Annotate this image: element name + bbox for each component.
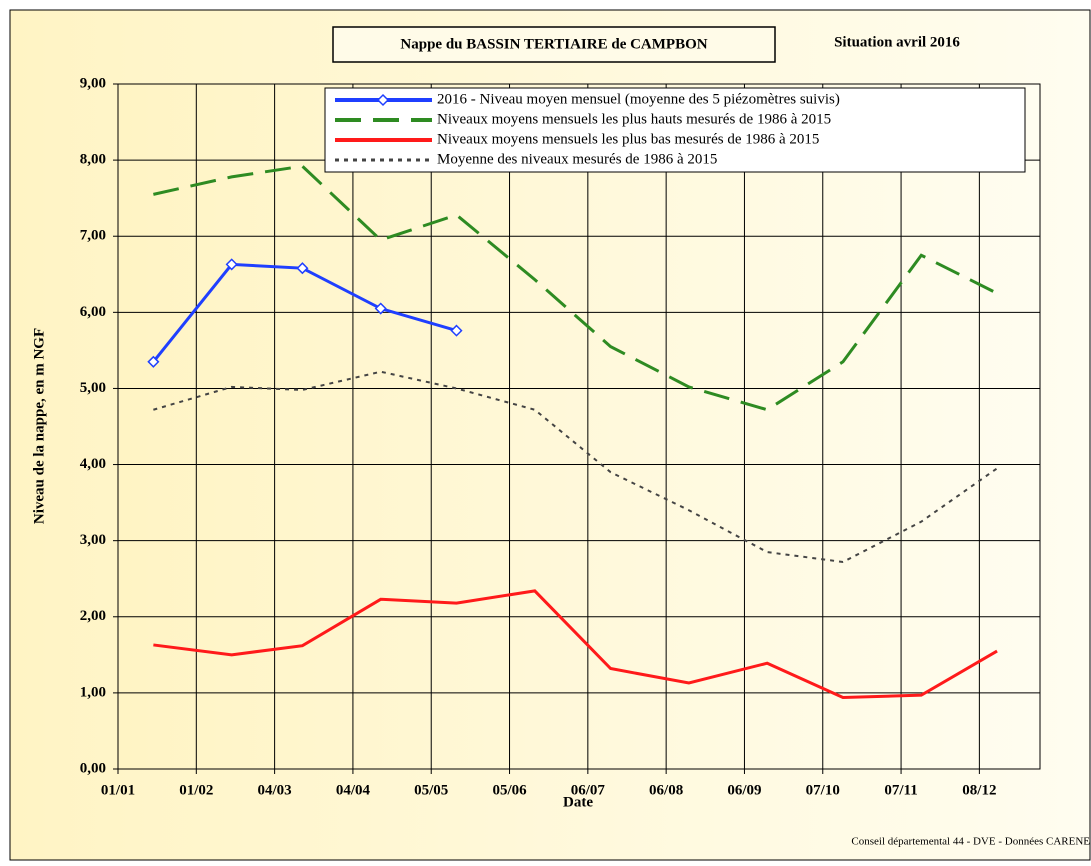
legend-label: Moyenne des niveaux mesurés de 1986 à 20…: [437, 151, 717, 167]
x-tick-label: 05/05: [414, 782, 448, 798]
plot-border: [117, 83, 1041, 770]
series-line: [153, 164, 998, 412]
x-tick-label: 06/08: [649, 782, 683, 798]
legend-marker: [376, 93, 390, 107]
y-tick-label: 4,00: [80, 456, 106, 472]
series-line: [153, 589, 998, 699]
legend: 2016 - Niveau moyen mensuel (moyenne des…: [324, 87, 1026, 173]
y-tick-label: 7,00: [80, 228, 106, 244]
x-tick-label: 01/02: [179, 782, 213, 798]
x-tick-label: 04/04: [336, 782, 371, 798]
plot-area: [118, 84, 1040, 769]
x-tick-label: 04/03: [258, 782, 292, 798]
x-tick-label: 05/06: [492, 782, 527, 798]
x-tick-label: 07/11: [884, 782, 917, 798]
chart-title: Nappe du BASSIN TERTIAIRE de CAMPBON: [400, 36, 707, 52]
source-note: Conseil départemental 44 - DVE - Données…: [851, 836, 1090, 848]
y-tick-label: 2,00: [80, 608, 106, 624]
y-tick-label: 8,00: [80, 152, 106, 168]
y-tick-label: 0,00: [80, 760, 106, 776]
y-tick-label: 9,00: [80, 75, 106, 91]
legend-label: Niveaux moyens mensuels les plus hauts m…: [437, 111, 831, 127]
data-point: [296, 262, 309, 275]
data-point: [374, 302, 387, 315]
chart-subtitle: Situation avril 2016: [834, 34, 960, 50]
data-point: [450, 324, 463, 337]
data-point: [225, 258, 238, 271]
legend-box: [324, 87, 1026, 173]
x-tick-label: 07/10: [806, 782, 840, 798]
x-tick-label: 08/12: [962, 782, 996, 798]
y-axis-label: Niveau de la nappe, en m NGF: [31, 328, 47, 524]
title-box: [332, 26, 776, 63]
x-tick-label: 06/07: [571, 782, 606, 798]
legend-label: Niveaux moyens mensuels les plus bas mes…: [437, 131, 819, 147]
x-axis-label: Date: [563, 794, 593, 810]
y-tick-label: 5,00: [80, 380, 106, 396]
x-tick-label: 01/01: [101, 782, 135, 798]
series-line: [153, 370, 998, 564]
y-tick-label: 3,00: [80, 532, 106, 548]
data-point: [147, 355, 160, 368]
y-tick-label: 1,00: [80, 684, 106, 700]
legend-label: 2016 - Niveau moyen mensuel (moyenne des…: [437, 91, 840, 107]
y-tick-label: 6,00: [80, 304, 106, 320]
x-tick-label: 06/09: [727, 782, 761, 798]
